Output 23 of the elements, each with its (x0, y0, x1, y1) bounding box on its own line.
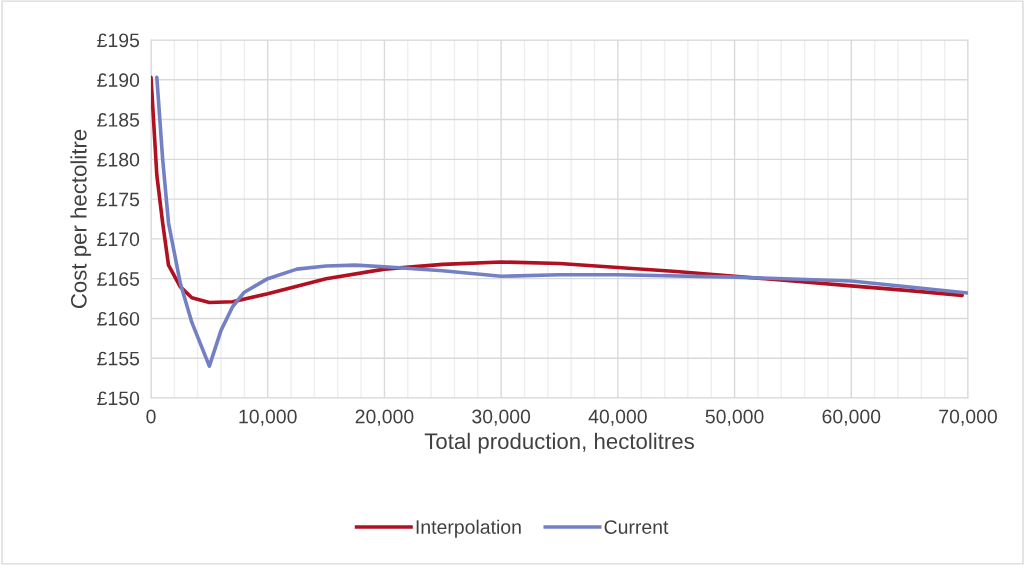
y-axis-title: Cost per hectolitre (70, 129, 92, 309)
legend-label: Interpolation (416, 519, 521, 538)
x-tick-label: 50,000 (705, 409, 764, 426)
y-tick-label: £175 (97, 192, 140, 207)
y-tick-label: £180 (97, 152, 140, 167)
y-tick-label: £160 (97, 311, 140, 326)
x-tick-label: 20,000 (355, 409, 414, 426)
x-tick-label: 60,000 (822, 409, 881, 426)
y-tick-label: £185 (97, 113, 140, 127)
y-tick-label: £165 (97, 272, 140, 286)
y-tick-label: £150 (97, 391, 140, 406)
legend-label: Current (604, 520, 669, 534)
line-series (155, 75, 968, 368)
x-tick-label: 30,000 (472, 409, 531, 426)
x-tick-label: 70,000 (939, 409, 997, 426)
x-tick-label: 40,000 (588, 409, 647, 426)
y-tick-label: £195 (97, 33, 140, 48)
x-tick-label: 0 (146, 409, 156, 424)
y-tick-label: £155 (97, 351, 140, 366)
y-tick-label: £170 (97, 232, 140, 247)
x-axis-title: Total production, hectolitres (424, 432, 694, 454)
x-tick-label: 10,000 (239, 409, 297, 426)
y-tick-label: £190 (97, 73, 140, 88)
